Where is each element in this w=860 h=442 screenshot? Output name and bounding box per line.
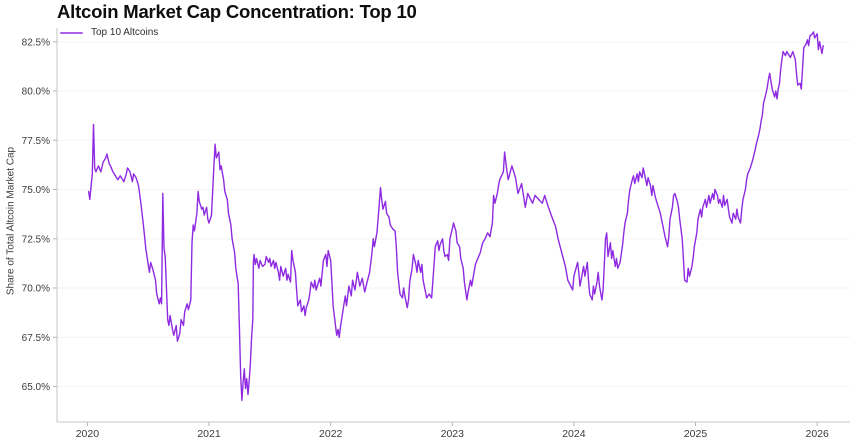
legend-label: Top 10 Altcoins — [91, 27, 159, 38]
legend-line-swatch — [60, 31, 83, 34]
y-tick-label: 72.5% — [22, 234, 50, 245]
x-tick-label: 2020 — [76, 428, 100, 440]
y-tick-label: 77.5% — [22, 136, 50, 147]
x-tick-label: 2024 — [562, 428, 586, 440]
chart-title: Altcoin Market Cap Concentration: Top 10 — [57, 1, 417, 22]
y-tick-label: 67.5% — [22, 333, 50, 344]
x-tick-label: 2026 — [806, 428, 830, 440]
x-tick-label: 2023 — [441, 428, 465, 440]
y-tick-label: 82.5% — [22, 37, 50, 48]
y-tick-label: 65.0% — [22, 382, 50, 393]
x-tick-label: 2022 — [319, 428, 343, 440]
x-tick-label: 2025 — [684, 428, 708, 440]
x-tick-label: 2021 — [197, 428, 221, 440]
y-tick-label: 70.0% — [22, 284, 50, 295]
legend[interactable]: Top 10 Altcoins — [60, 27, 158, 38]
y-tick-label: 75.0% — [22, 185, 50, 196]
y-tick-label: 80.0% — [22, 87, 50, 98]
series-line-top-10-altcoins — [87, 31, 824, 401]
